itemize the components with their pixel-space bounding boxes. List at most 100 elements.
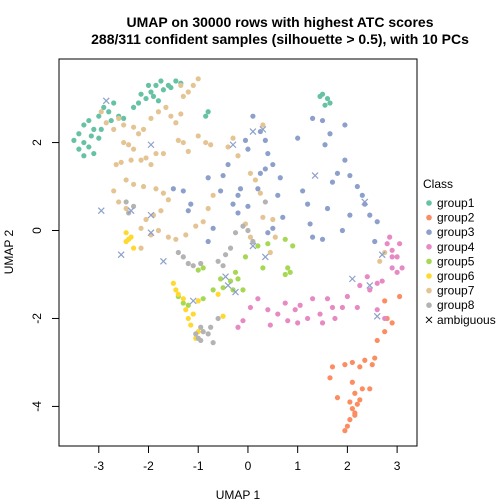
x-axis: -3 -2 -1 0 1 2 3 [93,445,401,473]
group7-point [195,76,201,82]
group2-point [357,397,363,403]
group7-point [158,208,164,214]
legend-item-group1: group1 [426,196,475,210]
group7-point [247,170,254,176]
legend-label: group3 [437,225,475,239]
group6-point [195,298,201,304]
group3-point [359,192,365,198]
group3-point [327,131,333,137]
group8-point [210,340,216,346]
group8-point [245,227,251,234]
group3-point [342,157,348,163]
group2-point [329,364,336,370]
group8-point [222,252,229,258]
group3-point [307,221,313,227]
group5-point [265,241,271,247]
group4-point [389,265,395,271]
group7-point [126,142,132,148]
group1-point [205,109,211,115]
x-tick-label: 3 [394,459,401,473]
group5-point [282,236,288,242]
group1-point [153,82,159,88]
group5-point [287,269,293,275]
group5-point [217,276,224,282]
ambiguous-point [348,275,356,283]
legend-item-group5: group5 [426,254,475,268]
group5-point [242,254,249,260]
group1-point [135,100,142,106]
legend-label: group4 [437,240,475,254]
legend-label: group2 [437,211,475,225]
group4-point [382,315,388,322]
group5-point [282,271,288,278]
group4-point [285,318,291,324]
data-points [71,76,405,434]
group4-point [384,241,390,247]
ambiguous-point [159,257,167,265]
ambiguous-point [97,207,105,215]
group6-point [173,287,179,293]
group3-point [245,203,251,209]
group5-point [285,265,291,271]
group4-point [389,254,395,260]
group8-point [130,203,137,209]
group8-point [193,331,199,337]
group1-point [317,93,323,99]
group6-point [175,291,181,297]
group3-point [265,150,271,157]
group5-point [200,265,206,271]
group1-point [108,117,114,124]
group3-point [354,183,360,190]
ambiguous-point [373,312,381,320]
group1-point [76,146,82,152]
group7-point [260,214,266,220]
group7-point [180,93,186,99]
ambiguous-point [224,282,232,289]
group5-point [255,243,261,249]
group2-point [347,399,353,405]
group2-point [382,298,388,304]
group2-point [349,406,355,412]
group3-point [319,117,326,124]
group8-point [200,329,206,335]
group7-point [116,199,122,205]
group1-point [130,104,137,110]
group5-point [210,287,216,293]
group4-point [292,307,298,313]
group3-point [277,175,283,181]
group2-point [347,417,353,423]
group4-point [329,304,336,311]
legend-item-ambiguous: ambiguous [425,313,496,327]
group2-point [369,362,375,368]
group1-point [148,89,154,95]
group7-point [247,234,254,240]
group3-point [280,214,286,220]
group3-point [275,192,281,198]
group4-point [374,307,380,313]
group4-point [339,304,346,311]
group7-point [155,109,162,115]
group3-point [210,225,216,231]
ambiguous-point [117,251,125,259]
legend-item-group6: group6 [426,269,475,283]
group8-point [123,199,129,205]
group6-point [128,234,134,240]
y-tick-label: -2 [30,313,44,324]
group3-point [205,238,211,245]
group1-point [158,78,164,84]
group7-point [143,216,149,223]
group7-point [260,122,266,128]
group2-point [352,412,358,418]
x-tick-label: -3 [93,459,104,473]
group3-point [255,186,261,192]
group4-point [357,282,363,289]
group4-point [387,234,393,240]
group5-point [260,265,266,271]
group7-point [267,249,273,256]
legend-label: ambiguous [437,313,496,327]
group4-point [344,293,350,300]
group8-point [250,238,256,245]
legend-marker [426,244,432,250]
ambiguous-point [311,172,319,179]
